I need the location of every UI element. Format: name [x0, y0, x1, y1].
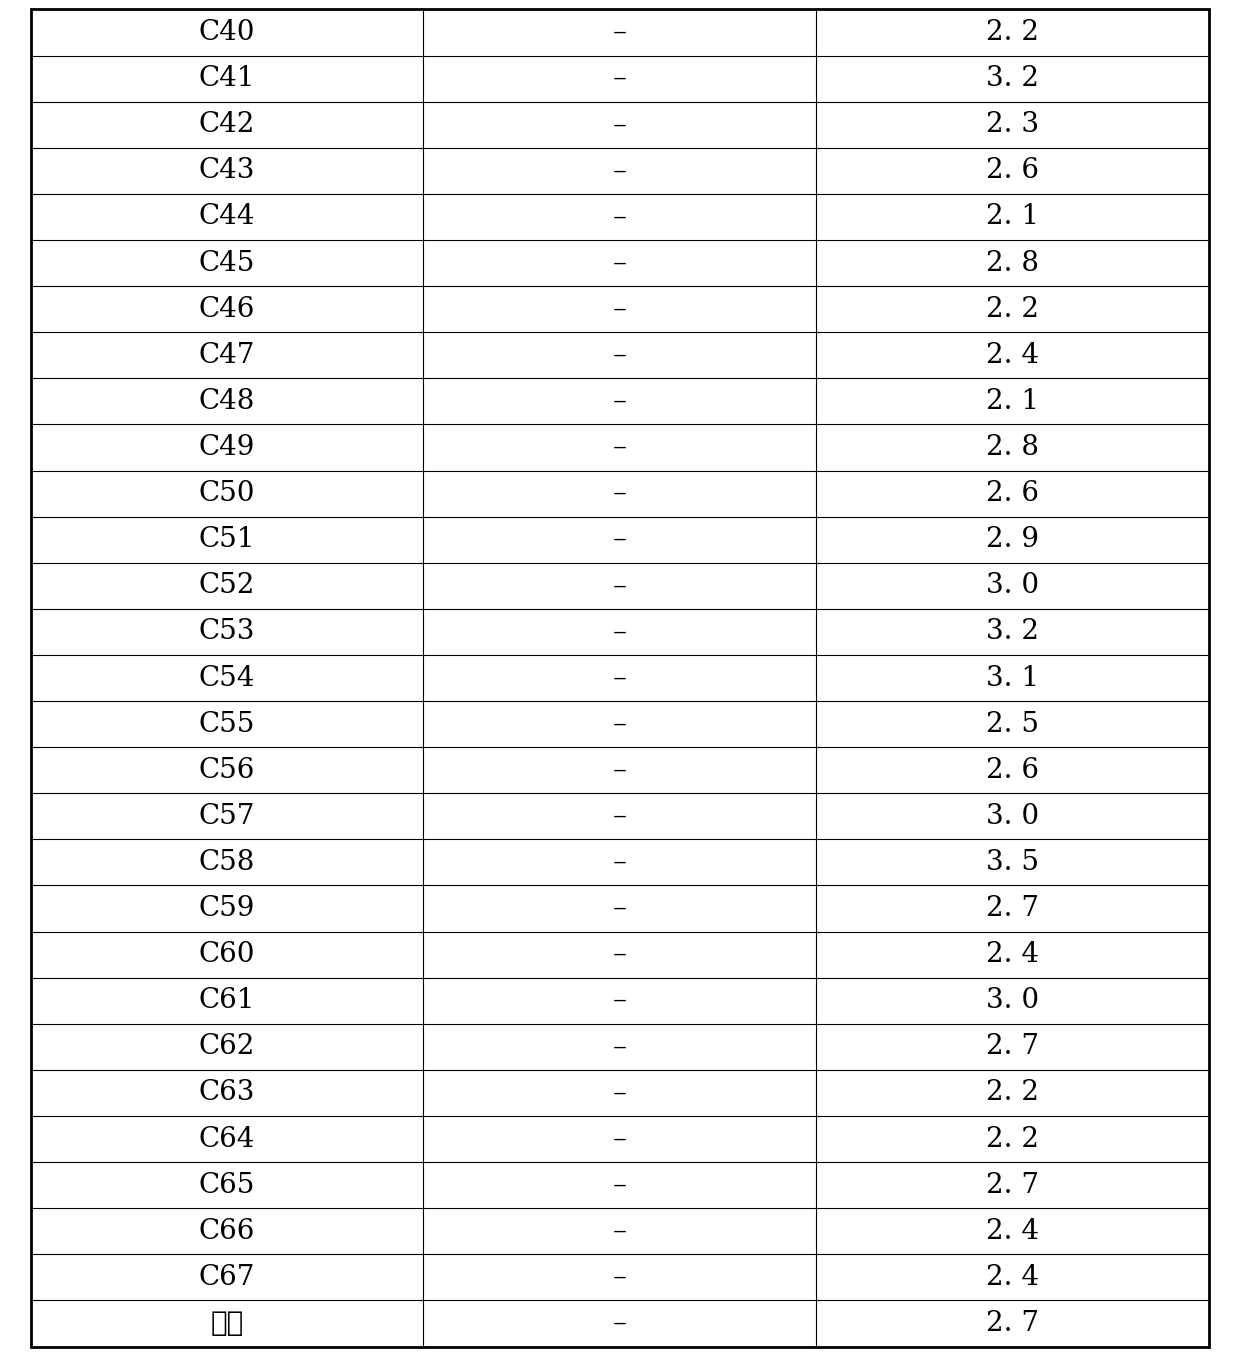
Text: 平均: 平均 — [211, 1310, 244, 1337]
Text: 3. 2: 3. 2 — [986, 65, 1039, 92]
Text: –: – — [613, 342, 626, 369]
Text: C46: C46 — [198, 296, 255, 323]
Text: 2. 4: 2. 4 — [986, 1218, 1039, 1245]
Text: C41: C41 — [198, 65, 255, 92]
Text: –: – — [613, 941, 626, 968]
Text: C56: C56 — [198, 757, 255, 784]
Text: –: – — [613, 664, 626, 692]
Text: –: – — [613, 1172, 626, 1199]
Text: C51: C51 — [198, 526, 255, 553]
Text: C40: C40 — [198, 19, 255, 46]
Text: 2. 6: 2. 6 — [986, 157, 1039, 184]
Text: –: – — [613, 1264, 626, 1291]
Text: 2. 2: 2. 2 — [986, 19, 1039, 46]
Text: –: – — [613, 895, 626, 922]
Text: 2. 1: 2. 1 — [986, 203, 1039, 231]
Text: 2. 4: 2. 4 — [986, 342, 1039, 369]
Text: C59: C59 — [198, 895, 255, 922]
Text: C61: C61 — [198, 987, 255, 1014]
Text: 3. 0: 3. 0 — [986, 803, 1039, 830]
Text: 2. 8: 2. 8 — [986, 434, 1039, 461]
Text: –: – — [613, 572, 626, 599]
Text: 2. 7: 2. 7 — [986, 1172, 1039, 1199]
Text: C67: C67 — [198, 1264, 255, 1291]
Text: –: – — [613, 480, 626, 507]
Text: 2. 3: 2. 3 — [986, 111, 1039, 138]
Text: 2. 2: 2. 2 — [986, 296, 1039, 323]
Text: C63: C63 — [198, 1079, 255, 1106]
Text: C62: C62 — [198, 1033, 255, 1060]
Text: 3. 5: 3. 5 — [986, 849, 1039, 876]
Text: –: – — [613, 111, 626, 138]
Text: 2. 7: 2. 7 — [986, 1310, 1039, 1337]
Text: –: – — [613, 250, 626, 277]
Text: 2. 6: 2. 6 — [986, 757, 1039, 784]
Text: –: – — [613, 618, 626, 645]
Text: 2. 5: 2. 5 — [986, 711, 1039, 738]
Text: 2. 1: 2. 1 — [986, 388, 1039, 415]
Text: C44: C44 — [198, 203, 255, 231]
Text: C55: C55 — [198, 711, 255, 738]
Text: 3. 0: 3. 0 — [986, 572, 1039, 599]
Text: 2. 6: 2. 6 — [986, 480, 1039, 507]
Text: 3. 1: 3. 1 — [986, 664, 1039, 692]
Text: C58: C58 — [198, 849, 255, 876]
Text: C60: C60 — [198, 941, 255, 968]
Text: –: – — [613, 803, 626, 830]
Text: –: – — [613, 987, 626, 1014]
Text: C53: C53 — [198, 618, 255, 645]
Text: C47: C47 — [198, 342, 255, 369]
Text: C54: C54 — [198, 664, 255, 692]
Text: C42: C42 — [198, 111, 255, 138]
Text: C43: C43 — [198, 157, 255, 184]
Text: 2. 7: 2. 7 — [986, 1033, 1039, 1060]
Text: 3. 0: 3. 0 — [986, 987, 1039, 1014]
Text: –: – — [613, 1079, 626, 1106]
Text: C48: C48 — [198, 388, 255, 415]
Text: C49: C49 — [198, 434, 255, 461]
Text: C45: C45 — [198, 250, 255, 277]
Text: 2. 8: 2. 8 — [986, 250, 1039, 277]
Text: –: – — [613, 203, 626, 231]
Text: –: – — [613, 1218, 626, 1245]
Text: –: – — [613, 526, 626, 553]
Text: –: – — [613, 711, 626, 738]
Text: 2. 2: 2. 2 — [986, 1079, 1039, 1106]
Text: –: – — [613, 388, 626, 415]
Text: –: – — [613, 157, 626, 184]
Text: –: – — [613, 849, 626, 876]
Text: C50: C50 — [198, 480, 255, 507]
Text: 3. 2: 3. 2 — [986, 618, 1039, 645]
Text: –: – — [613, 65, 626, 92]
Text: 2. 9: 2. 9 — [986, 526, 1039, 553]
Text: C64: C64 — [198, 1125, 255, 1153]
Text: –: – — [613, 19, 626, 46]
Text: C57: C57 — [198, 803, 255, 830]
Text: 2. 2: 2. 2 — [986, 1125, 1039, 1153]
Text: 2. 7: 2. 7 — [986, 895, 1039, 922]
Text: 2. 4: 2. 4 — [986, 941, 1039, 968]
Text: 2. 4: 2. 4 — [986, 1264, 1039, 1291]
Text: –: – — [613, 757, 626, 784]
Text: C66: C66 — [198, 1218, 255, 1245]
Text: –: – — [613, 1033, 626, 1060]
Text: –: – — [613, 434, 626, 461]
Text: –: – — [613, 296, 626, 323]
Text: –: – — [613, 1125, 626, 1153]
Text: –: – — [613, 1310, 626, 1337]
Text: C52: C52 — [198, 572, 255, 599]
Text: C65: C65 — [198, 1172, 255, 1199]
